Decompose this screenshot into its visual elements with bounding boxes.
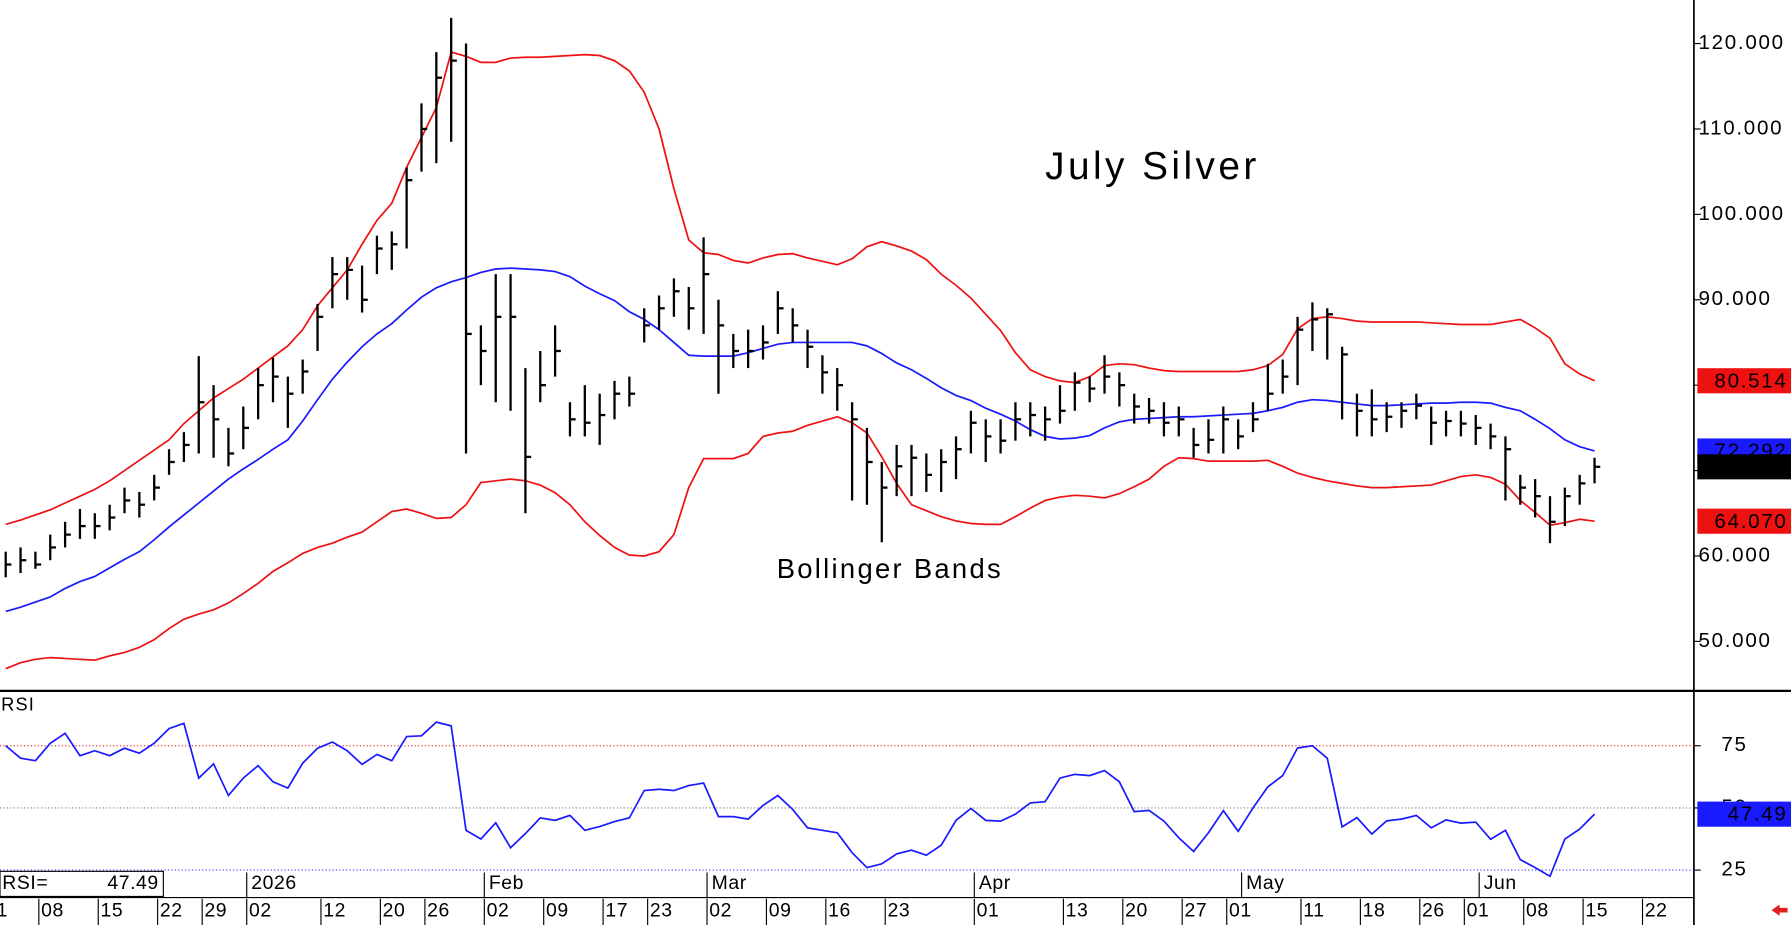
y-tick-label: 50.000 <box>1698 629 1771 652</box>
period-label: 2026 <box>251 872 296 894</box>
rsi-title: RSI <box>1 694 35 715</box>
x-tick-label: 20 <box>383 899 406 921</box>
x-tick-label: 15 <box>101 899 124 921</box>
period-label: May <box>1246 872 1284 894</box>
x-tick-label: 15 <box>1585 899 1608 921</box>
y-tick-label: 120.000 <box>1698 31 1784 54</box>
x-tick-label: 20 <box>1125 899 1148 921</box>
x-tick-label: 13 <box>1066 899 1089 921</box>
x-tick-label: 23 <box>888 899 911 921</box>
x-tick-label: 08 <box>1526 899 1549 921</box>
x-tick-label: 08 <box>41 899 64 921</box>
annotation: Bollinger Bands <box>777 553 1003 584</box>
period-label: Apr <box>979 872 1011 894</box>
scroll-arrow <box>1771 904 1788 916</box>
x-tick-label: 17 <box>605 899 628 921</box>
x-tick-label: 22 <box>160 899 183 921</box>
y-tick-label: 60.000 <box>1698 543 1771 566</box>
y-tick-label: 90.000 <box>1698 287 1771 310</box>
x-tick-label: 11 <box>1303 899 1324 921</box>
x-tick-label: 27 <box>1184 899 1207 921</box>
value-tag: 64.070 <box>1714 510 1787 533</box>
y-tick-label: 25 <box>1721 858 1747 881</box>
y-tick-label: 75 <box>1721 733 1747 756</box>
value-tag: 70.440 <box>1714 455 1787 478</box>
x-tick-label: 23 <box>650 899 673 921</box>
line-series <box>5 721 1596 878</box>
period-label: Feb <box>489 872 524 894</box>
x-tick-label: 09 <box>769 899 792 921</box>
chart-title: July Silver <box>1045 145 1260 188</box>
x-tick-label: 01 <box>977 899 1000 921</box>
x-tick-label: 18 <box>1363 899 1386 921</box>
x-tick-label: 02 <box>249 899 272 921</box>
x-tick-label: 02 <box>487 899 510 921</box>
period-label: Jun <box>1484 872 1517 894</box>
x-tick-label: 22 <box>1645 899 1668 921</box>
y-tick-label: 100.000 <box>1698 202 1784 225</box>
x-tick-label: 01 <box>1467 899 1490 921</box>
x-tick-label: 01 <box>1229 899 1252 921</box>
x-tick-label: 02 <box>709 899 732 921</box>
line-series <box>5 51 1595 526</box>
value-tag-box <box>1697 454 1791 480</box>
line-series <box>5 415 1595 670</box>
y-tick-label: 110.000 <box>1698 116 1783 139</box>
line-series <box>5 267 1595 613</box>
value-tag: 80.514 <box>1714 369 1787 392</box>
value-tag-box <box>1697 368 1791 394</box>
readout-value: 47.49 <box>107 872 158 894</box>
value-tag-box <box>1697 801 1791 827</box>
x-tick-label: 29 <box>204 899 227 921</box>
x-tick-label: 26 <box>1422 899 1445 921</box>
readout-label: RSI= <box>2 872 48 894</box>
x-tick-label: 16 <box>828 899 851 921</box>
value-tag-box <box>1697 508 1791 534</box>
value-tag: 47.49 <box>1728 803 1788 826</box>
readout-box <box>0 870 164 898</box>
x-tick-label: 26 <box>427 899 450 921</box>
x-tick-label: 12 <box>323 899 346 921</box>
period-label: Mar <box>712 872 747 894</box>
x-tick-label: 09 <box>546 899 569 921</box>
x-tick-label: 1 <box>0 899 8 921</box>
